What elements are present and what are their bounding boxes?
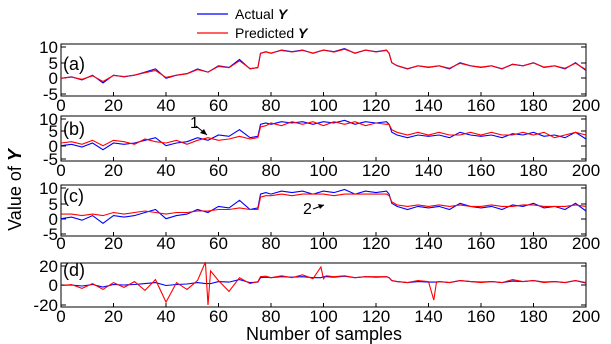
legend-label: Actual Y: [235, 6, 289, 22]
x-axis-title: Number of samples: [246, 324, 402, 344]
x-tick-label: 200: [572, 234, 600, 253]
y-tick-label: 5: [49, 195, 58, 214]
x-tick-label: 80: [262, 234, 281, 253]
x-tick-label: 120: [362, 161, 390, 180]
panel-frame: [60, 115, 587, 162]
x-tick-label: 60: [209, 96, 228, 115]
y-tick-label: 10: [39, 110, 58, 129]
panel-label: (a): [63, 54, 85, 74]
legend-label-text: Predicted: [235, 25, 298, 41]
y-tick-label: 10: [39, 179, 58, 198]
y-axis-title: Value of Y: [5, 147, 25, 231]
x-tick-label: 140: [414, 234, 442, 253]
x-tick-label: 0: [56, 161, 65, 180]
x-tick-label: 100: [309, 161, 337, 180]
y-tick-label: 0: [49, 210, 58, 229]
y-tick-label: 0: [49, 276, 58, 295]
x-tick-label: 180: [519, 96, 547, 115]
x-tick-label: 140: [414, 96, 442, 115]
x-tick-label: 120: [362, 234, 390, 253]
y-tick-label: 5: [49, 122, 58, 141]
x-tick-label: 60: [209, 307, 228, 326]
x-tick-label: 140: [414, 161, 442, 180]
x-tick-label: 60: [209, 234, 228, 253]
legend-label-var: Y: [278, 6, 289, 22]
y-axis-title-var: Y: [5, 147, 25, 161]
x-tick-label: 160: [467, 307, 495, 326]
x-tick-label: 20: [104, 234, 123, 253]
predicted-series-line: [60, 48, 587, 83]
predicted-series-line: [60, 261, 587, 306]
predicted-series-line: [60, 121, 587, 147]
panel-label: (c): [63, 186, 84, 206]
x-tick-label: 40: [157, 307, 176, 326]
y-tick-label: 5: [49, 54, 58, 73]
panel-label: (b): [63, 119, 85, 139]
y-tick-label: 20: [39, 257, 58, 276]
y-tick-label: 10: [39, 38, 58, 57]
x-tick-label: 160: [467, 96, 495, 115]
x-tick-label: 60: [209, 161, 228, 180]
x-tick-label: 160: [467, 234, 495, 253]
x-tick-label: 100: [309, 96, 337, 115]
predicted-series-line: [61, 193, 587, 217]
x-tick-label: 200: [572, 307, 600, 326]
x-tick-label: 20: [104, 307, 123, 326]
x-tick-label: 120: [362, 307, 390, 326]
x-tick-label: 80: [262, 161, 281, 180]
x-tick-label: 0: [56, 234, 65, 253]
x-tick-label: 40: [157, 96, 176, 115]
y-tick-label: -5: [43, 85, 58, 104]
actual-series-line: [60, 188, 587, 224]
annotation-arrowhead: [318, 204, 324, 209]
x-tick-label: 20: [104, 161, 123, 180]
y-tick-label: 0: [49, 69, 58, 88]
actual-series-line: [60, 119, 587, 151]
y-axis-title-text: Value of: [5, 161, 25, 231]
x-tick-label: 80: [262, 96, 281, 115]
x-tick-label: 200: [572, 161, 600, 180]
legend-label-text: Actual: [235, 6, 278, 22]
panel-frame: [60, 43, 587, 97]
x-tick-label: 180: [519, 161, 547, 180]
annotation-arrowhead: [200, 129, 207, 135]
panel-frame: [60, 184, 587, 237]
x-tick-label: 100: [309, 307, 337, 326]
actual-series-line: [60, 48, 587, 84]
panel-frame: [60, 262, 587, 308]
x-tick-label: 80: [262, 307, 281, 326]
legend-label: Predicted Y: [235, 25, 309, 41]
annotation-label: 2: [303, 201, 312, 218]
x-tick-label: 120: [362, 96, 390, 115]
x-tick-label: 200: [572, 96, 600, 115]
y-tick-label: -5: [43, 150, 58, 169]
x-tick-label: 180: [519, 307, 547, 326]
x-tick-label: 40: [157, 161, 176, 180]
panel-label: (d): [63, 260, 85, 280]
y-tick-label: -20: [33, 296, 58, 315]
x-tick-label: 0: [56, 307, 65, 326]
x-tick-label: 160: [467, 161, 495, 180]
x-tick-label: 0: [56, 96, 65, 115]
annotation-label: 1: [190, 115, 199, 132]
y-tick-label: 0: [49, 137, 58, 156]
x-tick-label: 140: [414, 307, 442, 326]
x-tick-label: 20: [104, 96, 123, 115]
legend-label-var: Y: [298, 25, 309, 41]
y-tick-label: -5: [43, 225, 58, 244]
x-tick-label: 100: [309, 234, 337, 253]
x-tick-label: 180: [519, 234, 547, 253]
x-tick-label: 40: [157, 234, 176, 253]
